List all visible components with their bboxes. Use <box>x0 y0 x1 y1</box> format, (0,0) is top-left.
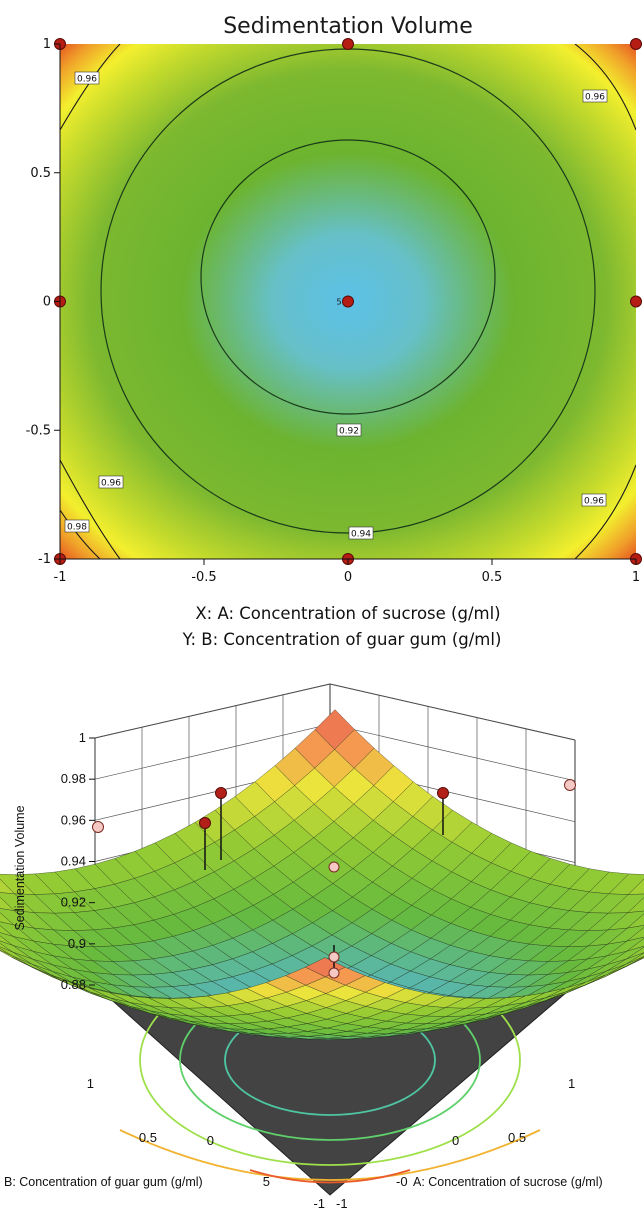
z-tick-label: 0.9 <box>68 936 86 951</box>
b-axis-label: B: Concentration of guar gum (g/ml) <box>4 1175 203 1189</box>
contour-y-ticks: -1 -0.5 0 0.5 1 <box>26 37 61 567</box>
svg-text:0.94: 0.94 <box>351 530 371 540</box>
a-tick: 1 <box>568 1076 575 1091</box>
surface-chart: 0.88 0.9 0.92 0.94 0.96 0.98 1 Sedimentation V… <box>0 683 644 1210</box>
y-tick-label: -1 <box>38 552 51 567</box>
x-tick-label: 0 <box>344 570 352 585</box>
b-axis-ticks: 1 0.5 0 5 -1 <box>87 1076 325 1210</box>
contour-label: 0.96 <box>582 89 608 103</box>
z-tick-label: 0.88 <box>61 977 86 992</box>
contour-chart: Sedimentation Volume 0.92 0.94 0.96 0.96… <box>26 14 642 649</box>
z-tick-label: 0.98 <box>61 771 86 786</box>
svg-text:0.98: 0.98 <box>67 523 87 533</box>
design-point <box>328 861 340 873</box>
a-tick: 0 <box>452 1133 459 1148</box>
design-point <box>630 38 642 50</box>
wall-gridline <box>94 723 331 780</box>
design-point <box>342 38 354 50</box>
x-tick-label: -0.5 <box>191 570 216 585</box>
response-surface <box>0 709 644 1040</box>
z-axis-ticks: 0.88 0.9 0.92 0.94 0.96 0.98 1 <box>61 730 95 992</box>
contour-line-098-bl <box>60 509 101 559</box>
design-point <box>328 951 340 963</box>
y-tick-label: 0 <box>43 295 51 310</box>
x-tick-label: -1 <box>54 570 67 585</box>
a-axis-ticks: 1 0.5 0 -0 -1 <box>336 1076 575 1210</box>
b-tick: 0.5 <box>139 1130 157 1145</box>
contour-title: Sedimentation Volume <box>223 14 473 39</box>
design-point <box>328 967 340 979</box>
contour-label: 0.94 <box>348 526 374 540</box>
contour-label: 0.96 <box>74 71 100 85</box>
svg-text:0.96: 0.96 <box>584 497 604 507</box>
b-tick: 1 <box>87 1076 94 1091</box>
b-tick: -1 <box>313 1196 325 1210</box>
design-point <box>564 779 576 791</box>
y-tick-label: -0.5 <box>26 423 51 438</box>
b-tick: 5 <box>263 1174 270 1189</box>
contour-label: 0.96 <box>98 475 124 489</box>
svg-text:0.92: 0.92 <box>339 427 359 437</box>
contour-line-092 <box>200 139 496 415</box>
contour-level-labels: 0.92 0.94 0.96 0.96 0.96 0.96 0.98 <box>64 71 608 540</box>
wall-gridline <box>329 723 576 782</box>
design-point <box>215 787 227 799</box>
design-point <box>342 295 354 308</box>
x-tick-label: 0.5 <box>482 570 503 585</box>
design-point <box>199 817 211 829</box>
contour-label: 0.96 <box>581 493 607 507</box>
wall-gridline <box>329 683 576 741</box>
b-tick: 0 <box>207 1133 214 1148</box>
contour-x-axis-label: X: A: Concentration of sucrose (g/ml) <box>195 604 500 623</box>
design-point <box>630 295 642 308</box>
contour-x-ticks: -1 -0.5 0 0.5 1 <box>54 558 640 585</box>
contour-line-096-tr <box>574 44 636 131</box>
design-point <box>92 821 104 833</box>
z-tick-label: 0.92 <box>61 895 86 910</box>
svg-text:0.96: 0.96 <box>101 479 121 489</box>
contour-label: 0.92 <box>336 423 362 437</box>
a-tick: 0.5 <box>508 1130 526 1145</box>
a-tick: -0 <box>396 1174 408 1189</box>
y-tick-label: 0.5 <box>30 166 51 181</box>
z-tick-label: 0.96 <box>61 812 86 827</box>
surface-design-points <box>92 779 576 979</box>
design-point-count: 5 <box>336 298 341 307</box>
contour-line-096-br <box>574 464 636 559</box>
wall-gridline <box>94 683 331 739</box>
design-point <box>437 787 449 799</box>
a-axis-label: A: Concentration of sucrose (g/ml) <box>413 1175 603 1189</box>
x-tick-label: 1 <box>632 570 640 585</box>
z-tick-label: 1 <box>79 730 86 745</box>
y-tick-label: 1 <box>43 37 51 52</box>
contour-y-axis-label: Y: B: Concentration of guar gum (g/ml) <box>182 630 502 649</box>
contour-line-096-bl <box>60 459 121 559</box>
contour-label: 0.98 <box>64 519 90 533</box>
svg-text:0.96: 0.96 <box>77 75 97 85</box>
z-axis-label: Sedimentation Volume <box>13 805 27 930</box>
svg-text:0.96: 0.96 <box>585 93 605 103</box>
a-tick: -1 <box>336 1196 348 1210</box>
z-tick-label: 0.94 <box>61 854 86 869</box>
